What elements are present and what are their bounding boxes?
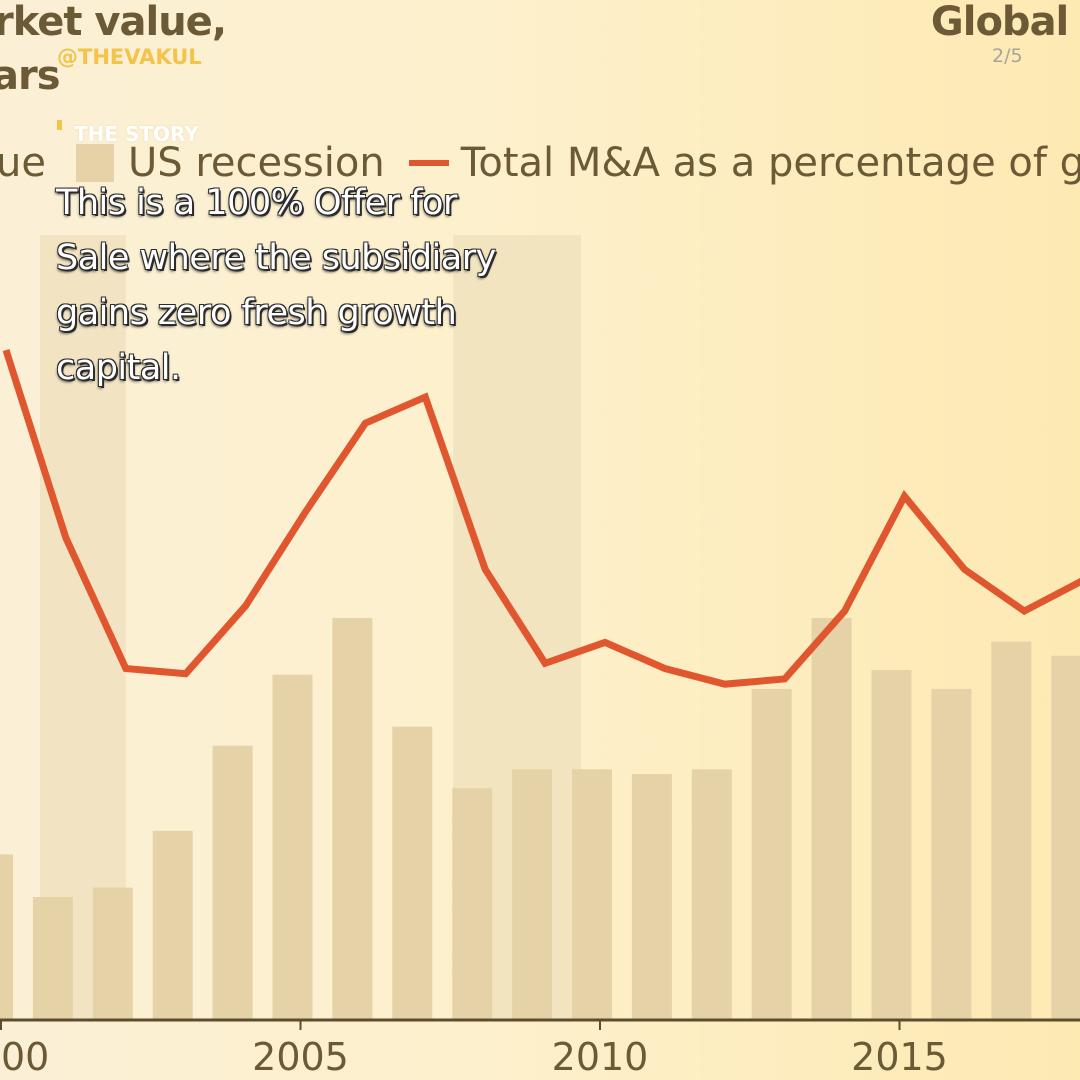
bar-2004 <box>212 745 253 1020</box>
bar-2011 <box>631 774 672 1020</box>
legend-recession-swatch <box>75 144 114 182</box>
tick-label-2010: 2010 <box>552 1035 649 1079</box>
author-handle: @THEVAKUL <box>57 45 202 69</box>
bar-series <box>0 617 1080 1020</box>
section-marker <box>57 120 62 130</box>
bar-2002 <box>92 887 133 1020</box>
legend-value-label: ue <box>0 140 46 186</box>
bar-2015 <box>871 669 912 1020</box>
section-label: THE STORY <box>57 120 199 146</box>
bar-2018 <box>1051 655 1080 1020</box>
bar-2005 <box>272 674 313 1020</box>
bar-2000 <box>0 854 13 1020</box>
bar-2014 <box>811 617 852 1020</box>
bar-2007 <box>392 726 433 1020</box>
chart-title-right: Global M <box>930 0 1080 45</box>
chart-title-line1: rket value, <box>0 0 227 45</box>
tick-label-2015: 2015 <box>851 1035 948 1079</box>
caption-text: This is a 100% Offer for Sale where the … <box>56 183 496 388</box>
tick-label-2005: 2005 <box>252 1035 349 1079</box>
bar-2006 <box>332 617 373 1020</box>
bar-2010 <box>572 769 612 1020</box>
chart-legend: ue US recession Total M&A as a percentag… <box>0 140 1080 186</box>
tick-label-2000: 2000 <box>0 1035 49 1079</box>
line-series <box>2 349 1080 688</box>
page-indicator: 2/5 <box>992 45 1023 67</box>
x-tick-labels: 2000 2005 2010 2015 <box>0 1020 948 1079</box>
section-label-text: THE STORY <box>74 122 199 146</box>
bar-2013 <box>751 688 792 1020</box>
chart-title-line2: ars <box>0 53 61 99</box>
line-total-ma-pct-gdp <box>2 349 1080 688</box>
legend-line-swatch <box>408 160 449 166</box>
legend-recession-label: US recession <box>127 140 385 186</box>
bar-2008 <box>452 788 493 1020</box>
bar-2009 <box>512 769 553 1020</box>
bar-2012 <box>691 769 732 1020</box>
bar-2001 <box>32 897 73 1020</box>
legend-line-label: Total M&A as a percentage of g <box>460 140 1080 186</box>
bar-2016 <box>931 688 972 1020</box>
bar-2003 <box>152 830 193 1020</box>
bar-2017 <box>991 641 1032 1020</box>
